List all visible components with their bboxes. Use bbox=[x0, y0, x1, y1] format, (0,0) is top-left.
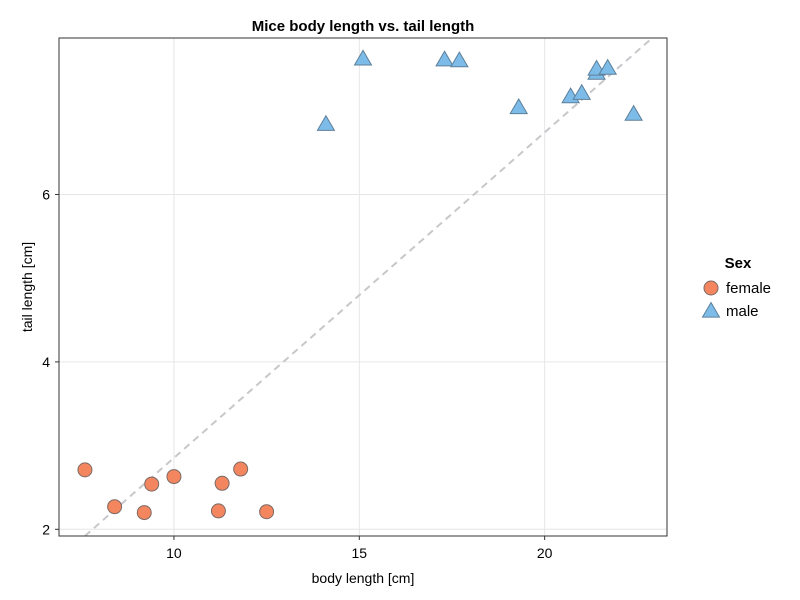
male-data-point bbox=[572, 83, 592, 100]
female-data-point bbox=[136, 505, 152, 521]
x-tick-label: 20 bbox=[537, 545, 553, 561]
y-tick-label: 4 bbox=[42, 354, 50, 370]
x-tick-label: 15 bbox=[352, 545, 368, 561]
female-data-point bbox=[233, 461, 249, 477]
female-data-point bbox=[144, 476, 160, 492]
axis-ticks: 10 15 20 2 4 6 bbox=[42, 187, 552, 561]
grid-lines bbox=[59, 38, 667, 536]
male-data-point bbox=[353, 49, 373, 66]
legend-female-label: female bbox=[726, 280, 771, 297]
y-tick-label: 6 bbox=[42, 187, 50, 203]
legend: Sex female male bbox=[701, 255, 771, 320]
reference-line bbox=[84, 37, 653, 537]
male-data-point bbox=[450, 51, 469, 68]
male-data-point bbox=[624, 104, 644, 121]
female-data-point bbox=[77, 462, 93, 478]
female-data-point bbox=[214, 475, 230, 491]
female-data-point bbox=[259, 504, 275, 520]
male-data-point bbox=[509, 97, 529, 115]
x-tick-label: 10 bbox=[166, 545, 182, 561]
female-data-point bbox=[107, 499, 123, 515]
female-data-point bbox=[210, 503, 226, 519]
female-data-point bbox=[166, 469, 182, 485]
x-axis-label: body length [cm] bbox=[312, 570, 415, 586]
male-data-point bbox=[598, 58, 618, 75]
male-data-point bbox=[435, 50, 454, 67]
y-tick-label: 2 bbox=[42, 521, 50, 537]
legend-female-marker bbox=[703, 280, 719, 296]
legend-male-label: male bbox=[726, 303, 759, 320]
plot-frame bbox=[58, 37, 668, 537]
data-points bbox=[77, 49, 644, 521]
legend-male-marker bbox=[701, 301, 721, 318]
legend-title: Sex bbox=[725, 255, 752, 272]
y-axis-label: tail length [cm] bbox=[19, 242, 35, 332]
male-data-point bbox=[316, 114, 336, 131]
dashed-reference-line bbox=[84, 37, 653, 537]
chart-title: Mice body length vs. tail length bbox=[252, 18, 475, 35]
